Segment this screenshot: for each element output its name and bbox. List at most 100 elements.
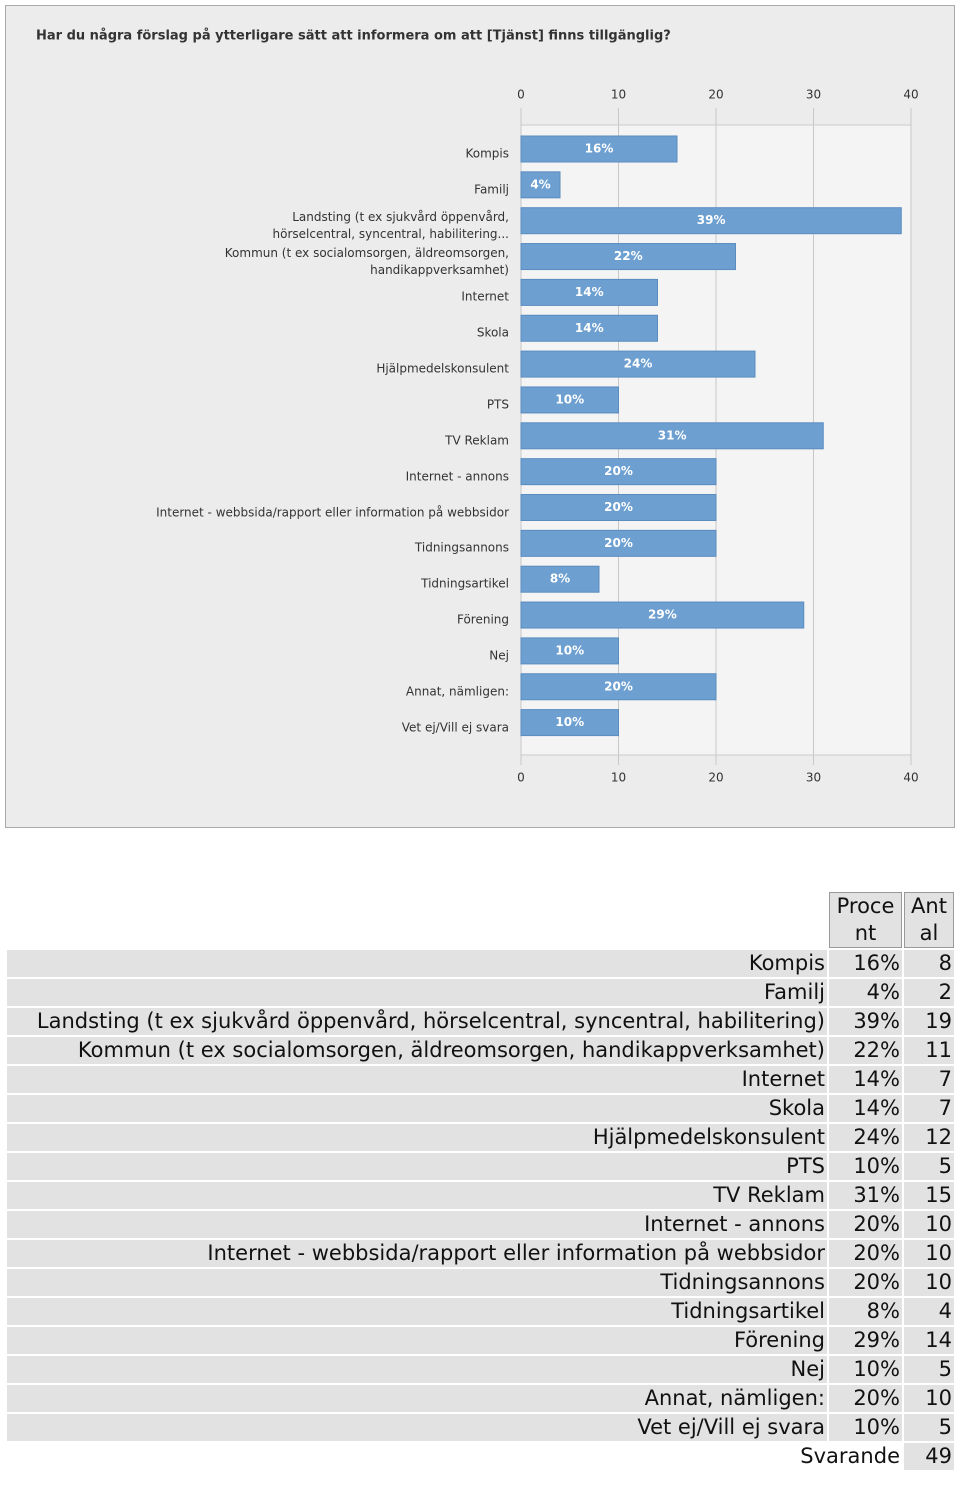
table-row: Kompis 16% 8 xyxy=(7,950,954,977)
value-label: 31% xyxy=(658,428,687,442)
table-cell: 19 xyxy=(904,1008,954,1035)
table-cell: Vet ej/Vill ej svara xyxy=(7,1414,827,1441)
category-label: Tidningsannons xyxy=(414,540,509,555)
value-label: 24% xyxy=(624,357,653,371)
bar xyxy=(520,135,678,163)
category-label: Förening xyxy=(456,612,509,627)
category-label: Familj xyxy=(474,182,509,197)
value-label: 14% xyxy=(575,285,604,299)
table-row: Förening 29% 14 xyxy=(7,1327,954,1354)
category-label: Hjälpmedelskonsulent xyxy=(376,361,509,376)
category-label: Internet - webbsida/rapport eller inform… xyxy=(156,505,509,519)
x-tick-label: 0 xyxy=(517,771,525,785)
x-tick-label: 20 xyxy=(708,771,723,785)
category-label: Skola xyxy=(476,325,509,340)
value-label: 14% xyxy=(575,321,604,335)
table-cell: Förening xyxy=(7,1327,827,1354)
table-cell: 14% xyxy=(829,1066,902,1093)
table-cell: 10 xyxy=(904,1385,954,1412)
table-cell: 10% xyxy=(829,1153,902,1180)
bar xyxy=(520,350,756,378)
table-cell: 7 xyxy=(904,1066,954,1093)
table-cell: 20% xyxy=(829,1269,902,1296)
category-label: Nej xyxy=(489,648,509,663)
category-label: PTS xyxy=(486,397,509,412)
x-tick-label: 20 xyxy=(708,88,723,102)
total-label: Svarande xyxy=(800,1444,900,1468)
table-row: Tidningsartikel 8% 4 xyxy=(7,1298,954,1325)
bar xyxy=(520,458,717,486)
bar xyxy=(520,494,717,521)
category-label: Tidningsartikel xyxy=(421,576,509,591)
table-cell: 12 xyxy=(904,1124,954,1151)
table-cell: 5 xyxy=(904,1153,954,1180)
category-label: Internet xyxy=(461,289,509,304)
value-label: 10% xyxy=(555,643,584,657)
bar xyxy=(520,207,902,235)
table-row: Familj 4% 2 xyxy=(7,979,954,1006)
category-label: Landsting (t ex sjukvård öppenvård, hörs… xyxy=(272,209,510,241)
bar xyxy=(520,278,658,306)
table-cell: Skola xyxy=(7,1095,827,1122)
category-label: Internet - annons xyxy=(405,469,509,484)
table-cell: 8% xyxy=(829,1298,902,1325)
category-label: Kompis xyxy=(465,146,509,161)
total-row: Svarande 49 xyxy=(7,1443,954,1470)
table-row: Landsting (t ex sjukvård öppenvård, hörs… xyxy=(7,1008,954,1035)
chart-title: Har du några förslag på ytterligare sätt… xyxy=(36,29,671,44)
table-row: Skola 14% 7 xyxy=(7,1095,954,1122)
value-label: 39% xyxy=(697,213,726,227)
data-table: Procent Antal Kompis 16% 8 Familj 4% 2 Landsting… xyxy=(5,890,956,1472)
table-cell: TV Reklam xyxy=(7,1182,827,1209)
table-cell: 10 xyxy=(904,1211,954,1238)
table-cell: Hjälpmedelskonsulent xyxy=(7,1124,827,1151)
bar xyxy=(520,601,805,629)
header-row: Procent Antal xyxy=(7,892,954,948)
table-cell: 15 xyxy=(904,1182,954,1209)
value-label: 22% xyxy=(614,249,643,263)
table-row: Internet 14% 7 xyxy=(7,1066,954,1093)
value-label: 20% xyxy=(604,536,633,550)
bar xyxy=(520,637,619,665)
category-label: Vet ej/Vill ej svara xyxy=(401,720,509,735)
x-tick-label: 40 xyxy=(903,771,918,785)
header-cell: Antal xyxy=(904,892,954,948)
table-cell: Landsting (t ex sjukvård öppenvård, hörs… xyxy=(7,1008,827,1035)
header-cell: Procent xyxy=(829,892,902,948)
category-label: TV Reklam xyxy=(445,433,509,448)
table-cell: PTS xyxy=(7,1153,827,1180)
table-row: Vet ej/Vill ej svara 10% 5 xyxy=(7,1414,954,1441)
table-cell: 29% xyxy=(829,1327,902,1354)
table-cell: 14% xyxy=(829,1095,902,1122)
value-label: 29% xyxy=(648,608,677,622)
table-cell: 2 xyxy=(904,979,954,1006)
table-cell: 24% xyxy=(829,1124,902,1151)
value-label: 20% xyxy=(604,464,633,478)
table-row: Internet - annons 20% 10 xyxy=(7,1211,954,1238)
table-row: Tidningsannons 20% 10 xyxy=(7,1269,954,1296)
category-label: Kommun (t ex socialomsorgen, äldreomsorg… xyxy=(224,245,509,277)
blank-cell xyxy=(7,892,827,948)
bar xyxy=(520,565,600,593)
table-cell: Tidningsannons xyxy=(7,1269,827,1296)
table-cell: Nej xyxy=(7,1356,827,1383)
table-cell: 10 xyxy=(904,1240,954,1267)
table-cell: 5 xyxy=(904,1414,954,1441)
value-label: 16% xyxy=(585,142,614,156)
table-cell: 20% xyxy=(829,1240,902,1267)
bar xyxy=(520,243,736,271)
bar xyxy=(520,529,717,557)
bar xyxy=(520,422,824,450)
table-cell: Tidningsartikel xyxy=(7,1298,827,1325)
chart: Har du några förslag på ytterligare sätt… xyxy=(36,29,919,785)
table-cell: 7 xyxy=(904,1095,954,1122)
table-cell: Familj xyxy=(7,979,827,1006)
table-cell: 5 xyxy=(904,1356,954,1383)
table-row: Kommun (t ex socialomsorgen, äldreomsorg… xyxy=(7,1037,954,1064)
table-cell: Kommun (t ex socialomsorgen, äldreomsorg… xyxy=(7,1037,827,1064)
table-cell: 20% xyxy=(829,1385,902,1412)
table-cell: 16% xyxy=(829,950,902,977)
table-cell: 10 xyxy=(904,1269,954,1296)
bar xyxy=(520,709,619,737)
table-cell: Internet xyxy=(7,1066,827,1093)
